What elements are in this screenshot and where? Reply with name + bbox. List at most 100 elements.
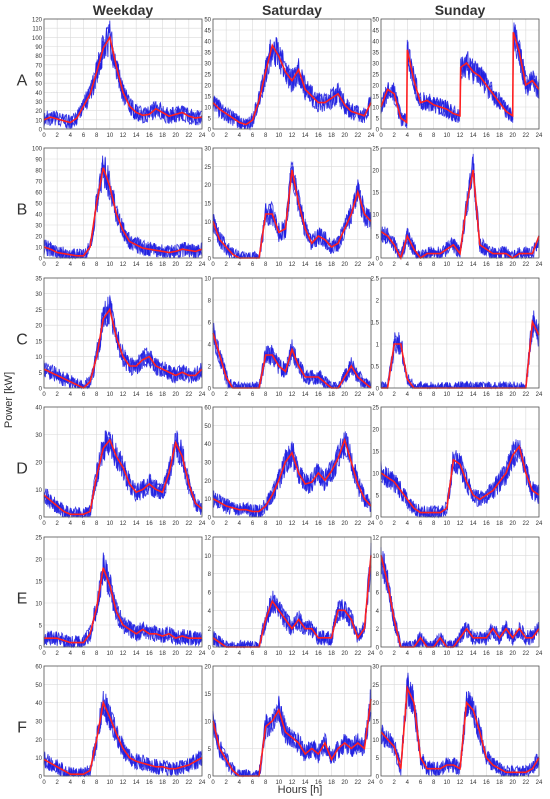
- x-tick-label: 14: [302, 133, 309, 139]
- plot-frame: [380, 536, 540, 648]
- x-tick-label: 16: [315, 392, 322, 398]
- x-tick-label: 10: [275, 392, 282, 398]
- x-tick-label: 0: [379, 133, 383, 139]
- x-tick-label: 24: [536, 780, 543, 786]
- series-band-trace: [43, 155, 203, 259]
- y-tick-label: 0: [208, 516, 212, 522]
- y-tick-label: 30: [35, 224, 42, 230]
- plot-frame: [380, 277, 540, 389]
- x-tick-label: 14: [133, 651, 140, 657]
- plot-frame: [212, 536, 372, 648]
- x-tick-label: 4: [69, 133, 73, 139]
- y-tick-label: 20: [35, 558, 42, 564]
- series-band-trace: [43, 295, 203, 389]
- y-tick-label: 30: [35, 100, 42, 106]
- x-tick-label: 22: [354, 262, 361, 268]
- series-band-trace: [212, 37, 372, 130]
- x-tick-label: 22: [185, 521, 192, 527]
- y-tick-label: 0: [208, 775, 212, 781]
- x-tick-label: 4: [69, 521, 73, 527]
- y-tick-label: 15: [35, 339, 42, 345]
- x-tick-label: 4: [238, 521, 242, 527]
- x-tick-label: 10: [443, 133, 450, 139]
- y-tick-label: 0: [39, 128, 43, 134]
- y-tick-label: 8: [208, 572, 212, 578]
- x-tick-label: 4: [238, 780, 242, 786]
- series-mean-line: [212, 437, 372, 513]
- y-tick-label: 5: [376, 494, 380, 500]
- plot-frame: [43, 147, 203, 259]
- y-tick-label: 100: [32, 147, 43, 153]
- x-tick-label: 4: [406, 133, 410, 139]
- x-tick-label: 24: [199, 521, 206, 527]
- x-tick-label: 8: [432, 651, 436, 657]
- y-tick-label: 100: [32, 36, 43, 42]
- x-tick-label: 4: [406, 521, 410, 527]
- x-tick-label: 16: [146, 651, 153, 657]
- y-tick-label: 25: [372, 683, 379, 689]
- y-tick-label: 15: [204, 202, 211, 208]
- x-tick-label: 16: [483, 651, 490, 657]
- row-label-e: E: [17, 591, 28, 608]
- y-tick-label: 0: [39, 387, 43, 393]
- plot-frame: [43, 406, 203, 518]
- x-tick-label: 10: [275, 780, 282, 786]
- x-tick-label: 20: [341, 133, 348, 139]
- x-tick-label: 20: [341, 780, 348, 786]
- x-tick-label: 14: [133, 133, 140, 139]
- x-tick-label: 14: [302, 392, 309, 398]
- x-tick-label: 20: [341, 521, 348, 527]
- x-tick-label: 16: [146, 133, 153, 139]
- x-tick-label: 0: [42, 262, 46, 268]
- x-tick-label: 20: [341, 392, 348, 398]
- y-tick-label: 25: [372, 147, 379, 153]
- x-tick-label: 12: [120, 521, 127, 527]
- y-tick-label: 10: [35, 118, 42, 124]
- x-tick-label: 14: [133, 392, 140, 398]
- y-tick-label: 90: [35, 158, 42, 164]
- y-tick-label: 10: [204, 720, 211, 726]
- x-tick-label: 22: [354, 651, 361, 657]
- x-tick-label: 8: [95, 780, 99, 786]
- x-tick-label: 24: [368, 780, 375, 786]
- x-tick-label: 24: [368, 262, 375, 268]
- y-tick-label: 110: [32, 27, 42, 33]
- x-tick-label: 10: [443, 651, 450, 657]
- x-tick-label: 20: [509, 521, 516, 527]
- x-tick-label: 2: [392, 262, 396, 268]
- x-tick-label: 2: [224, 392, 228, 398]
- series-mean-line: [380, 684, 540, 774]
- y-tick-label: 5: [208, 117, 212, 123]
- y-tick-label: 15: [35, 580, 42, 586]
- x-tick-label: 4: [238, 133, 242, 139]
- x-tick-label: 2: [55, 133, 59, 139]
- x-tick-label: 2: [392, 392, 396, 398]
- x-tick-label: 4: [238, 392, 242, 398]
- x-tick-label: 18: [496, 780, 503, 786]
- x-tick-label: 2: [224, 521, 228, 527]
- y-tick-label: 20: [204, 84, 211, 90]
- y-tick-label: 2: [208, 365, 212, 371]
- x-tick-label: 24: [536, 392, 543, 398]
- x-tick-label: 24: [199, 262, 206, 268]
- y-tick-label: 20: [204, 665, 211, 671]
- series-mean-line: [43, 307, 203, 389]
- y-tick-label: 0: [208, 257, 212, 263]
- x-tick-label: 4: [238, 651, 242, 657]
- x-tick-label: 10: [106, 392, 113, 398]
- x-tick-label: 22: [185, 651, 192, 657]
- x-tick-label: 22: [522, 651, 529, 657]
- x-tick-label: 2: [55, 651, 59, 657]
- y-tick-label: 30: [35, 720, 42, 726]
- x-tick-label: 0: [379, 651, 383, 657]
- y-tick-label: 0: [39, 516, 43, 522]
- plot-frame: [43, 18, 203, 130]
